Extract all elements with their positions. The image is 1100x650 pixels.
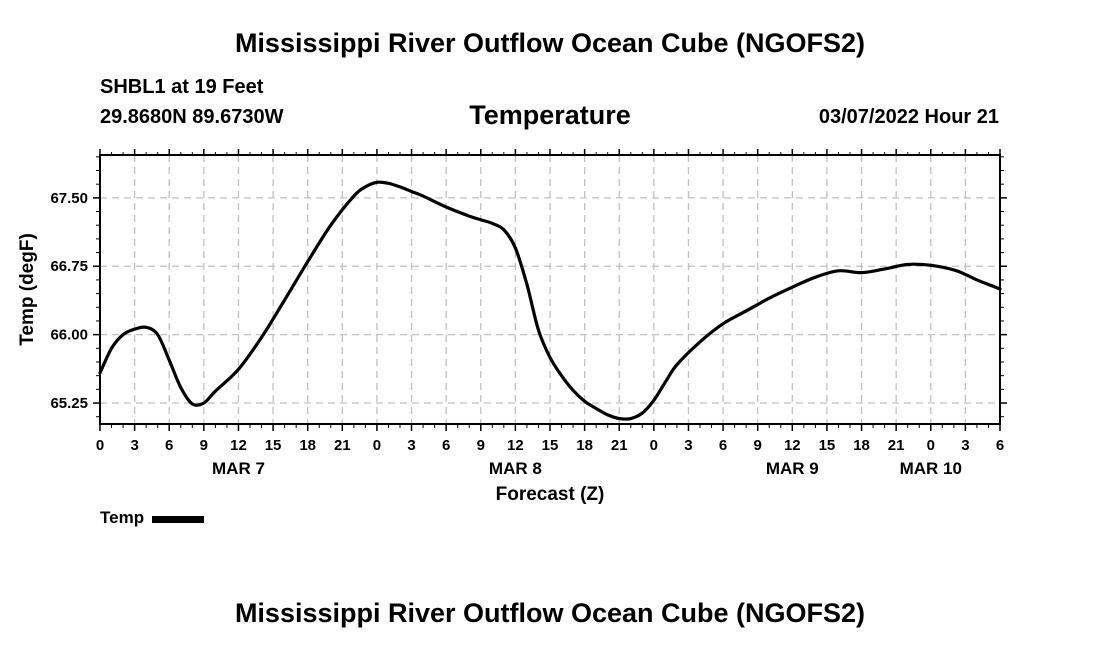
chart-subtitle: Temperature <box>469 100 631 130</box>
x-tick-label: 18 <box>576 437 593 454</box>
x-tick-label: 9 <box>477 437 485 454</box>
x-tick-label: 9 <box>754 437 762 454</box>
x-tick-label: 0 <box>96 437 104 454</box>
x-tick-label: 6 <box>442 437 450 454</box>
y-tick-label: 66.00 <box>50 327 88 344</box>
forecast-datetime: 03/07/2022 Hour 21 <box>818 106 999 128</box>
x-tick-label: 21 <box>611 437 628 454</box>
coordinates-label: 29.8680N 89.6730W <box>100 106 284 128</box>
x-tick-label: 21 <box>888 437 905 454</box>
x-tick-label: 12 <box>507 437 524 454</box>
x-tick-label: 18 <box>299 437 316 454</box>
x-tick-label: 12 <box>784 437 801 454</box>
date-label: MAR 7 <box>212 459 265 478</box>
main-title: Mississippi River Outflow Ocean Cube (NG… <box>234 28 866 58</box>
x-tick-label: 21 <box>334 437 351 454</box>
x-tick-label: 18 <box>853 437 870 454</box>
temp-series-line <box>98 180 1002 421</box>
x-tick-label: 0 <box>650 437 658 454</box>
x-tick-label: 0 <box>373 437 381 454</box>
x-axis-label: Forecast (Z) <box>496 484 605 505</box>
x-tick-label: 6 <box>719 437 727 454</box>
y-tick-label: 67.50 <box>50 190 88 207</box>
bottom-title: Mississippi River Outflow Ocean Cube (NG… <box>234 598 866 628</box>
y-tick-label: 66.75 <box>50 258 88 275</box>
x-tick-label: 9 <box>200 437 208 454</box>
x-tick-label: 6 <box>996 437 1004 454</box>
y-tick-label: 65.25 <box>50 395 88 412</box>
x-tick-label: 3 <box>961 437 969 454</box>
x-tick-label: 12 <box>230 437 247 454</box>
station-label: SHBL1 at 19 Feet <box>100 76 264 98</box>
x-tick-label: 3 <box>684 437 692 454</box>
x-tick-label: 3 <box>130 437 138 454</box>
legend-swatch <box>152 515 205 523</box>
x-tick-label: 6 <box>165 437 173 454</box>
date-label: MAR 8 <box>489 459 542 478</box>
legend-label: Temp <box>100 508 145 527</box>
x-tick-label: 3 <box>407 437 415 454</box>
y-axis-label: Temp (degF) <box>17 233 38 346</box>
x-tick-label: 0 <box>927 437 935 454</box>
x-tick-label: 15 <box>265 437 282 454</box>
x-tick-label: 15 <box>542 437 559 454</box>
date-label: MAR 9 <box>766 459 819 478</box>
legend: Temp <box>100 508 205 528</box>
x-tick-label: 15 <box>819 437 836 454</box>
date-label: MAR 10 <box>900 459 962 478</box>
